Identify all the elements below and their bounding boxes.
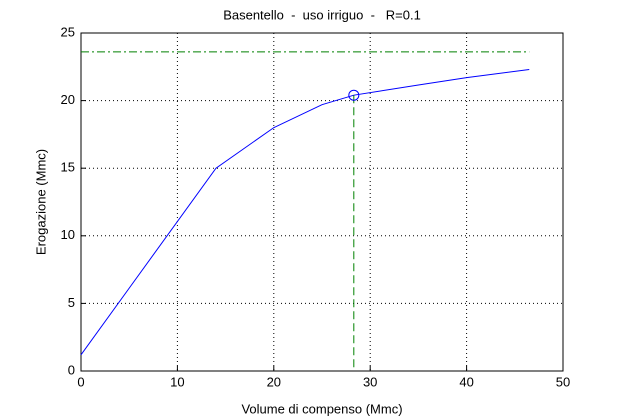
x-tick-label: 20 [267,374,281,389]
y-tick-label: 5 [68,295,75,310]
x-tick-label: 0 [77,374,84,389]
marker-point [348,89,360,101]
y-tick-label: 25 [61,24,75,39]
x-axis-label: Volume di compenso (Mmc) [241,401,402,416]
x-tick-label: 30 [363,374,377,389]
y-tick-label: 0 [68,362,75,377]
chart-title: Basentello - uso irriguo - R=0.1 [223,7,421,22]
series-line [80,69,530,356]
y-tick-label: 15 [61,160,75,175]
y-tick-label: 10 [61,227,75,242]
plot-area [80,32,564,372]
x-tick-label: 10 [170,374,184,389]
x-tick-label: 50 [556,374,570,389]
y-tick-label: 20 [61,92,75,107]
x-tick-label: 40 [459,374,473,389]
y-axis-label: Erogazione (Mmc) [33,149,48,255]
